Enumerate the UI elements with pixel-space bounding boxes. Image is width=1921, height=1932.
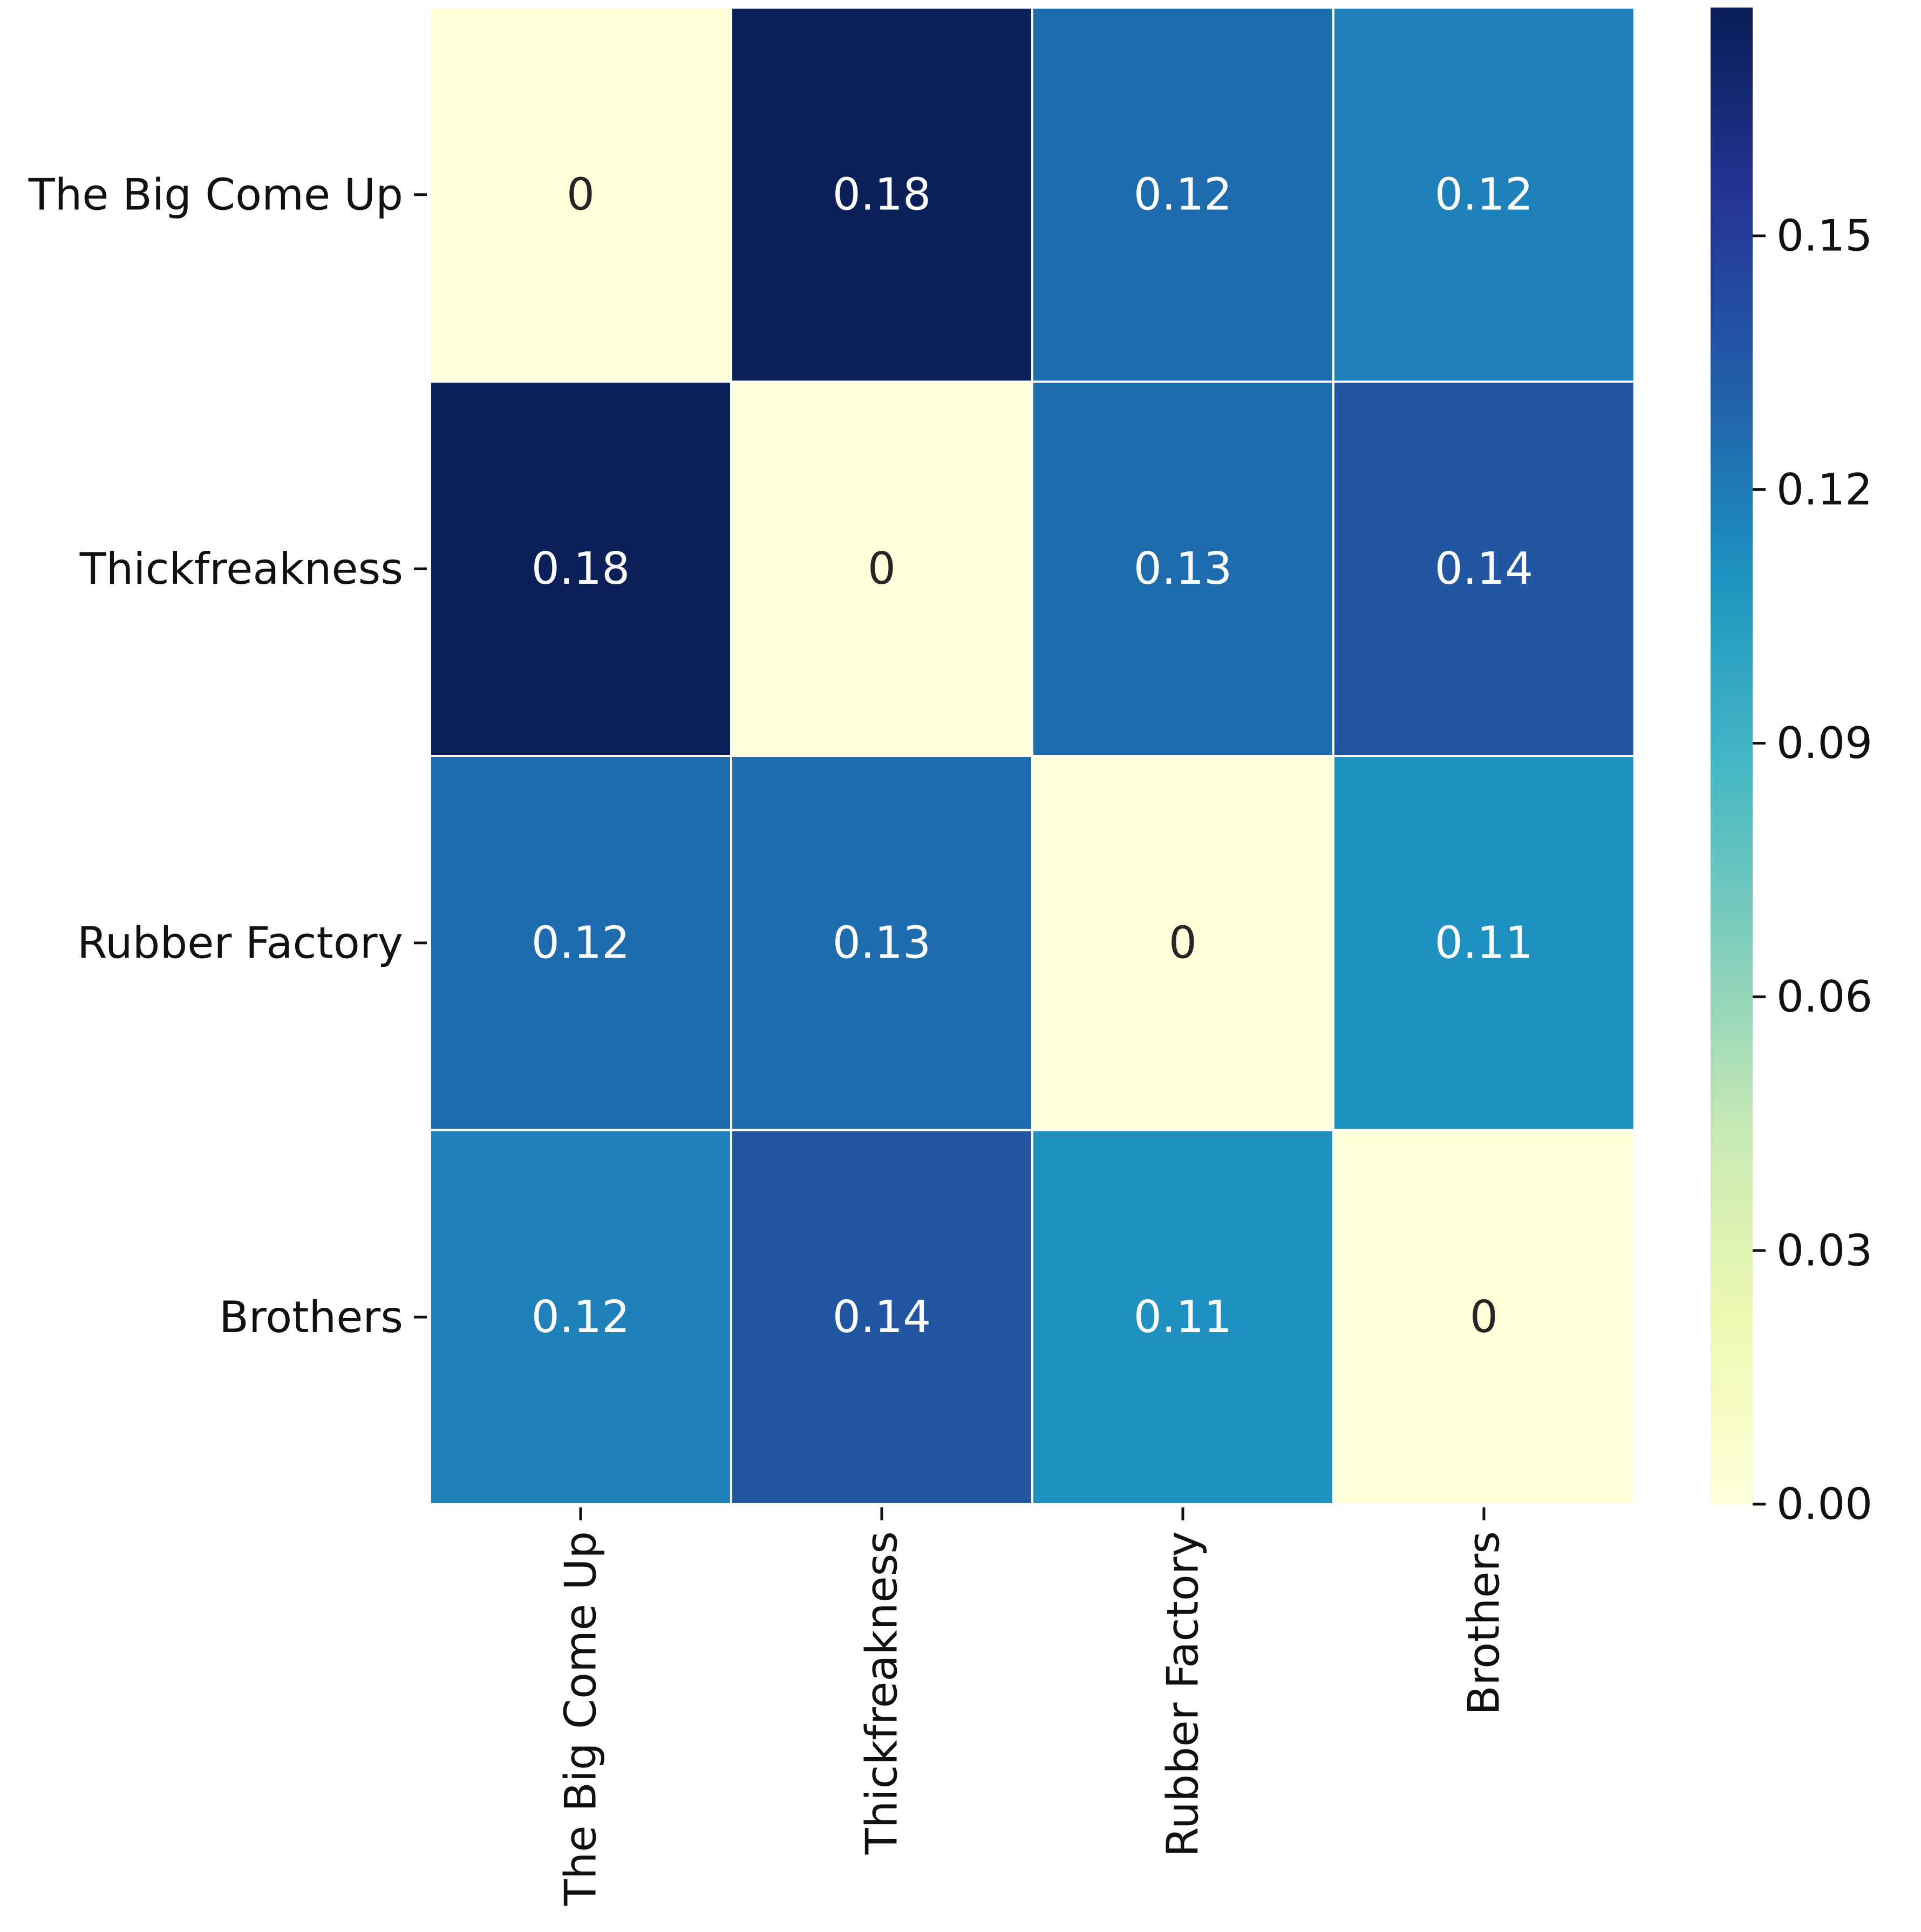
cell-value-label: 0	[1169, 917, 1197, 968]
heatmap-cell	[730, 6, 1033, 383]
heatmap-cell	[429, 6, 732, 383]
x-tick-label: Brothers	[1459, 1531, 1509, 1715]
colorbar: 0.00 0.03 0.06 0.09 0.12 0.15	[1711, 8, 1872, 1530]
heatmap-cell	[429, 1129, 732, 1505]
y-tick-label: Thickfreakness	[79, 544, 403, 594]
heatmap-cell	[1332, 1129, 1636, 1505]
x-tick-label: Thickfreakness	[857, 1531, 907, 1855]
heatmap-cell	[730, 755, 1033, 1131]
heatmap-cell	[1332, 6, 1636, 383]
cell-value-label: 0.18	[532, 543, 630, 595]
cell-value-label: 0.13	[833, 917, 931, 968]
colorbar-tick-label: 0.12	[1776, 465, 1872, 515]
cell-value-label: 0.14	[833, 1292, 931, 1343]
cell-value-label: 0.11	[1435, 917, 1534, 968]
cell-value-label: 0	[567, 169, 595, 220]
y-tick-label: Rubber Factory	[77, 918, 403, 968]
cell-value-label: 0.12	[532, 1292, 630, 1343]
colorbar-tick-label: 0.03	[1776, 1225, 1872, 1275]
colorbar-tick-label: 0.00	[1776, 1479, 1872, 1530]
heatmap-cell	[1031, 1129, 1334, 1505]
cell-value-label: 0	[1470, 1292, 1498, 1343]
heatmap-cell	[429, 380, 732, 757]
colorbar-gradient	[1711, 8, 1753, 1504]
heatmap-cells	[429, 6, 1636, 1505]
heatmap-cell	[730, 380, 1033, 757]
heatmap-cell	[1332, 755, 1636, 1131]
x-tick-label: Rubber Factory	[1158, 1531, 1208, 1857]
cell-value-label: 0.18	[833, 169, 931, 220]
x-axis: The Big Come Up Thickfreakness Rubber Fact…	[556, 1507, 1509, 1906]
heatmap-cell	[1332, 380, 1636, 757]
cell-value-label: 0	[868, 543, 896, 595]
heatmap-cell	[1031, 380, 1334, 757]
cell-value-label: 0.13	[1134, 543, 1232, 595]
y-tick-label: The Big Come Up	[28, 169, 403, 220]
cell-value-label: 0.12	[1134, 169, 1232, 220]
y-tick-label: Brothers	[219, 1292, 403, 1342]
cell-value-label: 0.14	[1435, 543, 1534, 595]
cell-value-label: 0.12	[532, 917, 630, 968]
cell-value-label: 0.11	[1134, 1292, 1232, 1343]
y-axis: The Big Come Up Thickfreakness Rubber Fact…	[28, 169, 427, 1342]
cell-value-label: 0.12	[1435, 169, 1534, 220]
heatmap-cell	[730, 1129, 1033, 1505]
colorbar-tick-label: 0.06	[1776, 972, 1872, 1022]
colorbar-tick-label: 0.09	[1776, 718, 1872, 768]
cell-annotations: 0 0.18 0.12 0.12 0.18 0 0.13 0.14 0.12 0.13 0 0.11 0…	[532, 169, 1534, 1343]
heatmap-cell	[1031, 6, 1334, 383]
colorbar-tick-label: 0.15	[1776, 211, 1872, 261]
x-tick-label: The Big Come Up	[556, 1531, 606, 1906]
